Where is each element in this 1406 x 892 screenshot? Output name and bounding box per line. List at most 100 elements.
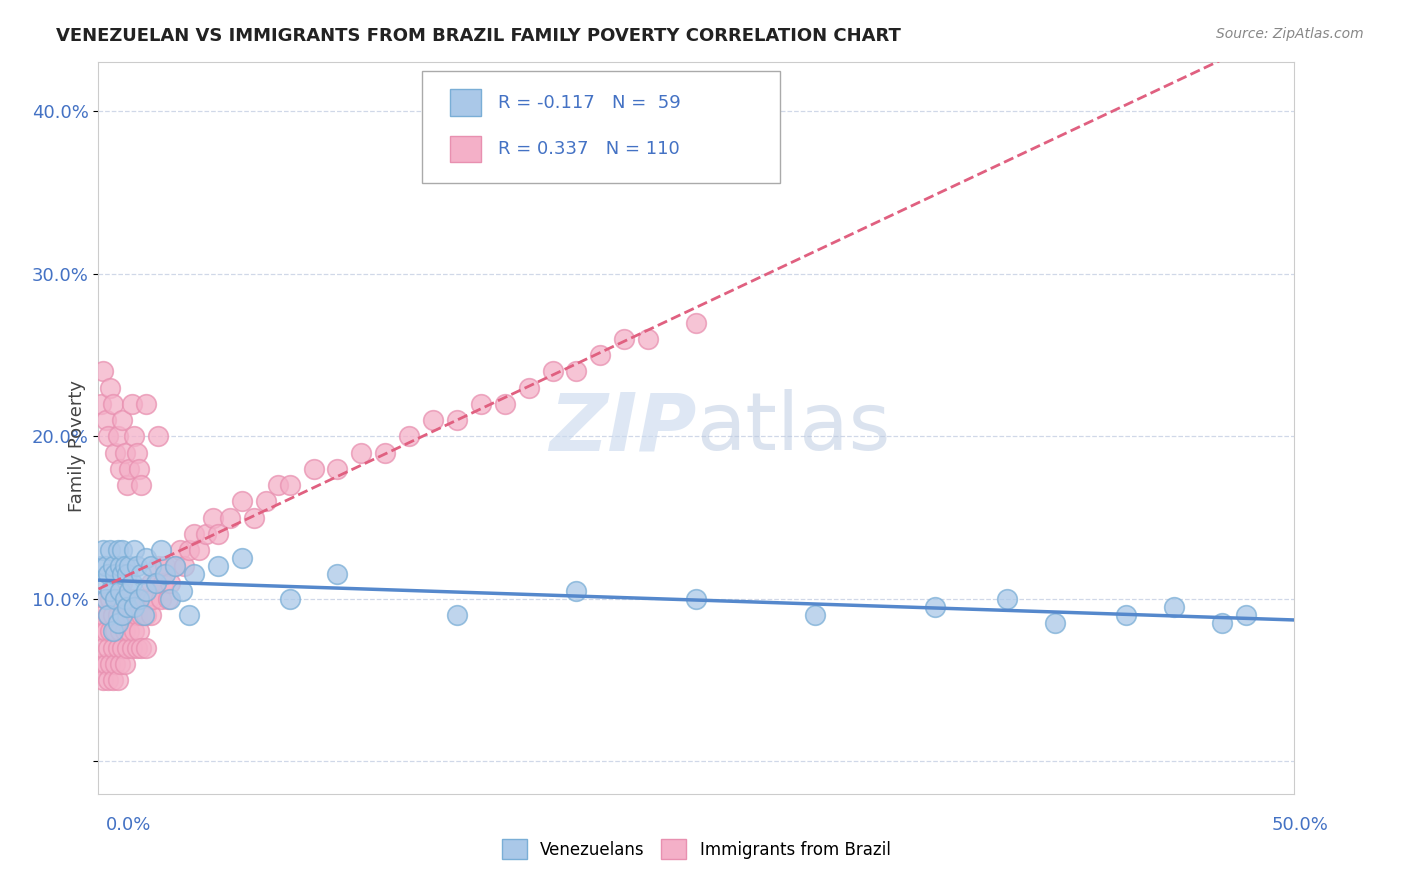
Point — [326, 567, 349, 582]
Point — [98, 657, 122, 671]
Point — [94, 591, 117, 606]
Point — [121, 640, 143, 655]
Point — [149, 543, 172, 558]
Point — [924, 599, 946, 614]
Point — [91, 543, 114, 558]
Point — [91, 608, 114, 623]
Point — [108, 657, 131, 671]
Point — [111, 575, 134, 590]
Point — [152, 575, 174, 590]
Point — [145, 575, 167, 590]
Point — [107, 673, 129, 687]
Point — [139, 575, 162, 590]
Point — [804, 608, 827, 623]
Point — [94, 657, 117, 671]
Point — [108, 591, 131, 606]
Point — [111, 413, 134, 427]
Point — [541, 364, 564, 378]
Point — [637, 332, 659, 346]
Point — [195, 526, 218, 541]
Point — [326, 462, 349, 476]
Point — [142, 591, 165, 606]
Point — [115, 640, 138, 655]
Point — [138, 591, 160, 606]
Point — [207, 559, 229, 574]
Point — [219, 510, 242, 524]
Point — [1234, 608, 1257, 623]
Point — [398, 429, 420, 443]
Point — [163, 559, 186, 574]
Point — [149, 591, 172, 606]
Point — [118, 591, 141, 606]
Point — [278, 591, 301, 606]
Point — [98, 380, 122, 394]
Point — [118, 559, 141, 574]
Point — [108, 559, 131, 574]
Text: ZIP: ZIP — [548, 389, 696, 467]
Point — [111, 543, 134, 558]
Point — [183, 567, 205, 582]
Point — [1115, 608, 1137, 623]
Point — [124, 599, 146, 614]
Point — [104, 624, 127, 639]
Point — [101, 559, 124, 574]
Point — [97, 608, 120, 623]
Point — [470, 397, 492, 411]
Point — [124, 429, 146, 443]
Point — [97, 567, 120, 582]
Point — [104, 567, 127, 582]
Point — [131, 567, 153, 582]
Point — [118, 583, 141, 598]
Point — [107, 543, 129, 558]
Legend: Venezuelans, Immigrants from Brazil: Venezuelans, Immigrants from Brazil — [495, 832, 897, 866]
Point — [98, 591, 122, 606]
Point — [104, 657, 127, 671]
Point — [139, 559, 162, 574]
Point — [243, 510, 266, 524]
Point — [101, 608, 124, 623]
Point — [139, 608, 162, 623]
Point — [121, 397, 143, 411]
Point — [589, 348, 612, 362]
Point — [121, 575, 143, 590]
Text: atlas: atlas — [696, 389, 890, 467]
Point — [179, 608, 201, 623]
Point — [173, 559, 195, 574]
Point — [108, 583, 131, 598]
Point — [131, 608, 153, 623]
Point — [115, 567, 138, 582]
Point — [97, 608, 120, 623]
Point — [128, 462, 150, 476]
Point — [107, 616, 129, 631]
Point — [90, 624, 112, 639]
Point — [565, 364, 588, 378]
Point — [278, 478, 301, 492]
Point — [267, 478, 290, 492]
Point — [135, 551, 157, 566]
Point — [125, 559, 148, 574]
Point — [172, 583, 194, 598]
Point — [302, 462, 325, 476]
Point — [159, 575, 181, 590]
Point — [1043, 616, 1066, 631]
Point — [1163, 599, 1185, 614]
Point — [254, 494, 277, 508]
Point — [108, 462, 131, 476]
Point — [125, 608, 148, 623]
Point — [114, 445, 136, 459]
Point — [94, 559, 117, 574]
Point — [104, 445, 127, 459]
Text: Source: ZipAtlas.com: Source: ZipAtlas.com — [1216, 27, 1364, 41]
Point — [91, 673, 114, 687]
Point — [155, 567, 177, 582]
Text: R = -0.117   N =  59: R = -0.117 N = 59 — [498, 94, 681, 112]
Point — [104, 591, 127, 606]
Point — [101, 624, 124, 639]
Point — [179, 543, 201, 558]
Point — [114, 657, 136, 671]
Point — [111, 608, 134, 623]
Point — [156, 591, 179, 606]
Point — [101, 397, 124, 411]
Point — [90, 397, 112, 411]
Point — [118, 462, 141, 476]
